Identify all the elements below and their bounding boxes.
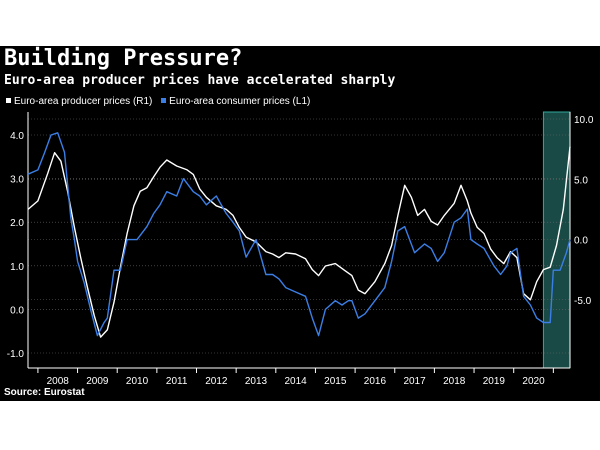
- left-tick-label: 4.0: [10, 131, 24, 142]
- legend-label-consumer: Euro-area consumer prices (L1): [169, 96, 311, 107]
- left-tick-label: 1.0: [10, 262, 24, 273]
- x-tick-label: 2010: [126, 376, 149, 387]
- chart-panel: [0, 46, 600, 401]
- left-tick-label: 3.0: [10, 175, 24, 186]
- x-tick-label: 2008: [47, 376, 70, 387]
- series-line-consumer-prices: [27, 132, 571, 337]
- x-tick-label: 2020: [522, 376, 545, 387]
- chart-subtitle: Euro-area producer prices have accelerat…: [4, 73, 396, 88]
- x-tick-label: 2014: [285, 376, 308, 387]
- legend: Euro-area producer prices (R1) Euro-area…: [6, 96, 316, 108]
- right-tick-label: 10.0: [574, 115, 594, 126]
- x-tick-label: 2016: [364, 376, 387, 387]
- x-tick-label: 2009: [86, 376, 109, 387]
- shaded-period: [542, 111, 571, 369]
- legend-item-consumer: Euro-area consumer prices (L1): [161, 96, 310, 108]
- x-tick-label: 2011: [166, 376, 188, 387]
- x-tick-label: 2018: [443, 376, 466, 387]
- legend-swatch-consumer: [161, 98, 167, 103]
- chart-title: Building Pressure?: [4, 46, 243, 71]
- left-tick-label: -1.0: [7, 349, 25, 360]
- legend-item-producer: Euro-area producer prices (R1): [6, 96, 152, 108]
- x-tick-label: 2013: [245, 376, 268, 387]
- right-tick-label: 5.0: [574, 175, 588, 186]
- x-tick-label: 2012: [205, 376, 228, 387]
- legend-label-producer: Euro-area producer prices (R1): [14, 96, 153, 107]
- source-note: Source: Eurostat: [4, 387, 85, 398]
- x-tick-label: 2019: [483, 376, 506, 387]
- x-tick-label: 2015: [324, 376, 347, 387]
- left-tick-label: 0.0: [10, 305, 24, 316]
- left-tick-label: 2.0: [10, 218, 24, 229]
- right-tick-label: -5.0: [574, 296, 592, 307]
- x-tick-label: 2017: [403, 376, 426, 387]
- legend-swatch-producer: [6, 98, 11, 103]
- right-tick-label: 0.0: [574, 236, 588, 247]
- series-line-producer-prices: [27, 146, 571, 338]
